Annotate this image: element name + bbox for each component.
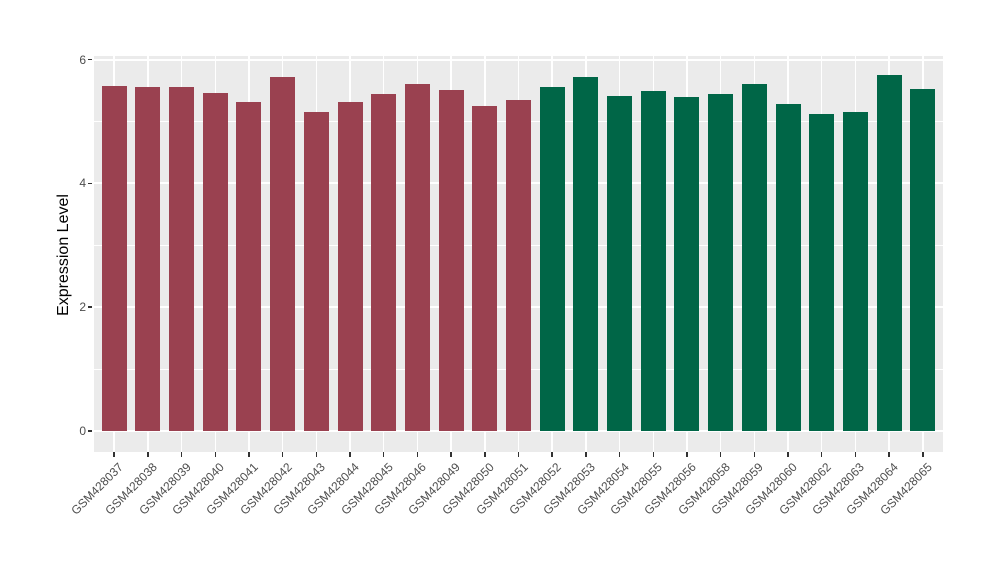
bar (135, 87, 161, 431)
x-tick-mark (719, 452, 722, 457)
x-tick-mark (416, 452, 419, 457)
x-tick-mark (248, 452, 250, 457)
x-tick-mark (517, 452, 520, 457)
bar (640, 90, 666, 431)
x-tick-mark (753, 452, 756, 457)
bar (270, 76, 296, 431)
y-tick-mark (88, 430, 92, 432)
y-tick-mark (88, 58, 92, 61)
x-tick-mark (551, 452, 553, 457)
bar (842, 112, 868, 431)
x-tick-mark (382, 452, 385, 457)
bar (371, 94, 397, 431)
x-tick-mark (618, 452, 621, 457)
x-tick-mark (450, 452, 452, 457)
x-tick-mark (113, 452, 115, 457)
bar (539, 87, 565, 431)
x-tick-mark (214, 452, 217, 457)
bar (202, 93, 228, 431)
x-tick-mark (180, 452, 183, 457)
y-tick-label: 2 (79, 300, 86, 315)
bar (404, 84, 430, 431)
bar (303, 111, 329, 431)
x-tick-mark (686, 452, 688, 457)
x-tick-mark (820, 452, 823, 457)
y-tick-label: 4 (79, 176, 86, 191)
bar (573, 76, 599, 431)
bar (169, 87, 195, 431)
x-tick-mark (147, 452, 149, 457)
y-tick-label: 0 (79, 424, 86, 438)
x-tick-mark (585, 452, 587, 457)
x-tick-mark (922, 452, 924, 457)
bar (337, 101, 363, 431)
x-tick-mark (315, 452, 318, 457)
x-tick-mark (349, 452, 351, 457)
bar (708, 93, 734, 431)
bar (775, 103, 801, 431)
bar (674, 96, 700, 431)
y-tick-mark (88, 182, 92, 185)
bar (910, 89, 936, 431)
bar (876, 75, 902, 431)
bar (607, 95, 633, 431)
y-axis-title: Expression Level (55, 194, 72, 316)
x-tick-mark (854, 452, 857, 457)
y-tick-mark (88, 306, 92, 308)
bar (236, 101, 262, 431)
bar (101, 85, 127, 431)
x-tick-mark (281, 452, 284, 457)
y-tick-label: 6 (79, 52, 86, 67)
bar (809, 114, 835, 431)
bar (741, 84, 767, 431)
bar (472, 106, 498, 431)
bar (506, 99, 531, 431)
plot-panel (94, 56, 943, 452)
x-tick-mark (888, 452, 890, 457)
x-tick-mark (484, 452, 486, 457)
x-tick-mark (787, 452, 789, 457)
bar (438, 89, 464, 431)
x-tick-mark (652, 452, 654, 457)
